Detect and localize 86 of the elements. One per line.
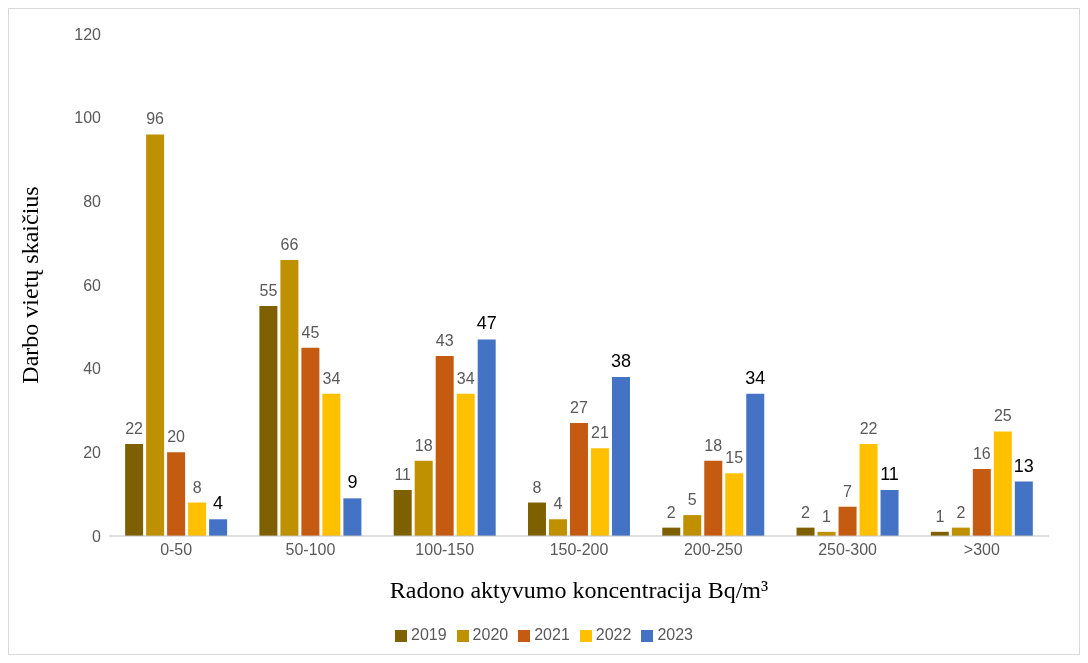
data-label: 45 <box>301 323 320 341</box>
data-label: 8 <box>192 478 202 496</box>
legend-label: 2021 <box>534 626 570 643</box>
data-label: 18 <box>704 436 723 454</box>
data-label: 55 <box>259 281 278 299</box>
bar <box>972 469 991 536</box>
data-label: 27 <box>570 399 588 417</box>
x-axis-title: Radono aktyvumo koncentracija Bq/m³ <box>389 577 769 603</box>
y-tick-label: 20 <box>83 444 102 462</box>
x-tick-label: 100-150 <box>415 541 475 559</box>
bar <box>477 339 496 536</box>
bar <box>548 519 567 536</box>
bar <box>146 134 165 536</box>
bar <box>527 502 546 536</box>
data-label: 2 <box>666 503 676 521</box>
bar <box>725 473 744 536</box>
bar <box>880 489 899 536</box>
x-tick-label: 250-300 <box>818 541 878 559</box>
bar <box>393 489 412 536</box>
y-tick-label: 60 <box>83 276 102 294</box>
bar <box>746 393 765 536</box>
data-label: 15 <box>725 449 744 467</box>
data-label: 96 <box>146 110 165 128</box>
bar <box>569 423 588 536</box>
bar <box>590 448 609 536</box>
legend-label: 2019 <box>411 626 447 643</box>
y-tick-label: 80 <box>83 193 102 211</box>
bar <box>188 502 207 536</box>
y-tick-label: 0 <box>92 527 102 545</box>
legend-label: 2023 <box>657 626 693 643</box>
bar <box>125 443 144 536</box>
data-label: 8 <box>532 478 542 496</box>
data-label: 21 <box>591 424 609 442</box>
bar <box>611 377 630 536</box>
bar <box>343 498 362 536</box>
bar <box>1014 481 1033 536</box>
data-label: 5 <box>687 491 697 509</box>
data-label: 34 <box>745 367 766 388</box>
x-tick-label: 0-50 <box>160 541 193 559</box>
data-label: 4 <box>553 495 563 513</box>
x-tick-label: 50-100 <box>285 541 336 559</box>
bar <box>859 443 878 536</box>
data-label: 34 <box>322 369 341 387</box>
bar <box>209 519 228 536</box>
data-label: 1 <box>935 507 945 525</box>
data-label: 11 <box>880 463 899 484</box>
y-axis-title: Darbo vietų skaičius <box>16 186 43 384</box>
data-label: 13 <box>1013 455 1034 476</box>
bar <box>322 393 341 536</box>
data-label: 43 <box>435 332 454 350</box>
bar <box>280 259 299 536</box>
y-tick-label: 40 <box>83 360 102 378</box>
bar <box>301 347 320 536</box>
data-label: 22 <box>859 419 878 437</box>
x-tick-label: >300 <box>963 541 1000 559</box>
y-tick-label: 100 <box>74 109 102 127</box>
legend-label: 2022 <box>595 626 632 643</box>
data-label: 47 <box>476 313 497 334</box>
data-label: 34 <box>456 369 475 387</box>
bar <box>456 393 475 536</box>
data-label: 22 <box>125 419 144 437</box>
bar <box>435 356 454 536</box>
data-label: 4 <box>213 493 224 514</box>
data-label: 16 <box>972 445 991 463</box>
bar <box>838 506 857 536</box>
x-tick-label: 150-200 <box>549 541 609 559</box>
bar <box>704 460 723 536</box>
data-label: 66 <box>280 235 299 253</box>
bar <box>167 452 186 536</box>
data-label: 1 <box>822 507 832 525</box>
data-label: 11 <box>394 465 412 483</box>
legend-label: 2020 <box>472 626 509 643</box>
bar <box>683 515 702 536</box>
data-label: 2 <box>956 503 966 521</box>
data-label: 2 <box>801 503 811 521</box>
data-label: 9 <box>347 472 358 493</box>
y-tick-label: 120 <box>74 25 102 43</box>
data-label: 20 <box>167 428 186 446</box>
data-label: 18 <box>414 436 433 454</box>
bar <box>259 305 278 536</box>
x-tick-label: 200-250 <box>683 541 743 559</box>
bar <box>993 431 1012 536</box>
data-label: 25 <box>993 407 1012 425</box>
bar <box>414 460 433 536</box>
data-label: 38 <box>610 351 631 372</box>
data-label: 7 <box>843 482 853 500</box>
